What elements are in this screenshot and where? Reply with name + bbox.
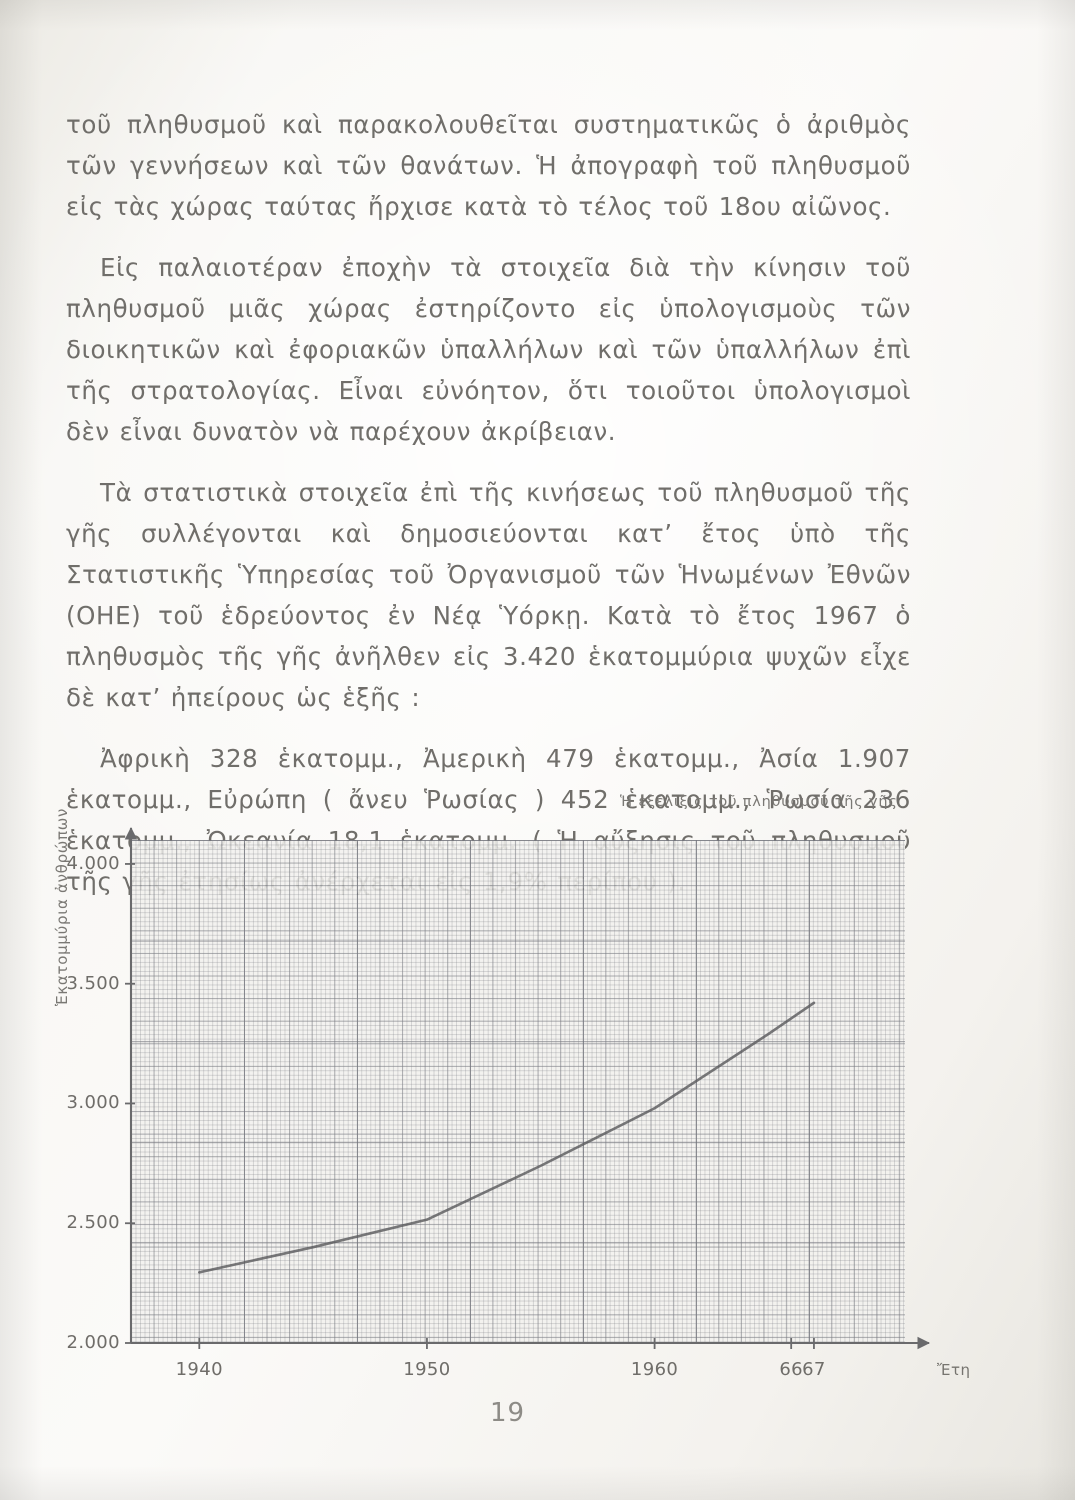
page-number: 19 [489,1398,526,1428]
body-text-column: τοῦ πληθυσμοῦ καὶ παρακολουθεῖται συστημ… [66,104,911,902]
y-tick-label: 3.500 [66,972,120,994]
tick-marks [125,863,815,1349]
figure-caption: Ἡ ἐξέλιξις τοῦ πληθυσμοῦ τῆς γῆς [620,794,898,810]
x-tick-label: 1950 [403,1359,451,1380]
x-tick-label: 67 [802,1359,826,1380]
plot-svg [124,826,931,1350]
population-growth-figure: Ἡ ἐξέλιξις τοῦ πληθυσμοῦ τῆς γῆς Ἑκατομμ… [0,790,1075,1410]
y-tick-label: 3.000 [66,1092,120,1114]
x-axis-unit-label: Ἔτη [937,1361,971,1379]
paragraph-2: Εἰς παλαιοτέραν ἐποχὴν τὰ στοιχεῖα διὰ τ… [66,253,911,446]
paragraph-3: Τὰ στατιστικὰ στοιχεῖα ἐπὶ τῆς κινήσεως … [66,478,911,712]
x-tick-label: 66 [779,1359,804,1380]
x-tick-label: 1940 [175,1359,223,1380]
x-tick-label: 1960 [630,1359,679,1380]
axis-lines [124,826,931,1350]
data-series-line [197,1001,816,1274]
y-tick-label: 2.500 [66,1212,120,1234]
y-tick-label: 2.000 [66,1332,120,1353]
y-tick-label: 4.000 [66,852,120,874]
paragraph-1: τοῦ πληθυσμοῦ καὶ παρακολουθεῖται συστημ… [66,110,911,221]
